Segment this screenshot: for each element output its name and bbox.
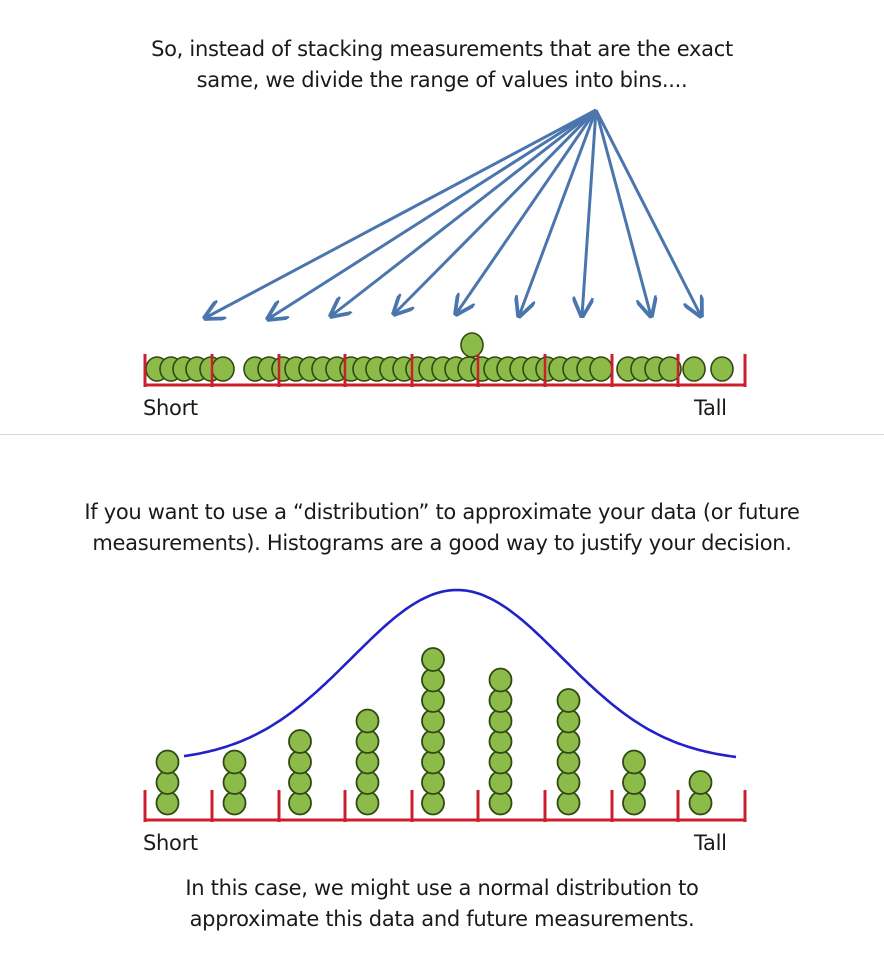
bin-arrow-8 [594, 109, 651, 316]
top-measurement-dot-stacked [460, 332, 484, 358]
top-measurement-dot-39 [710, 356, 734, 382]
bin-arrow-9 [594, 109, 701, 316]
histogram-dot-bin4-5 [355, 708, 380, 734]
histogram-dot-bin6-2 [488, 770, 513, 795]
bottom-footer-line1: In this case, we might use a normal dist… [185, 876, 699, 900]
histogram-dot-bin8-3 [622, 749, 646, 775]
histogram-dot-bin1-1 [155, 790, 180, 816]
bin-arrow-5 [456, 109, 598, 314]
bin-arrow-6 [519, 109, 598, 316]
histogram-dot-bin5-3 [421, 749, 445, 775]
histogram-dot-bin9-2 [688, 770, 713, 795]
histogram-dot-bin3-2 [288, 770, 312, 795]
histogram-dot-bin5-1 [421, 790, 445, 816]
top-caption: So, instead of stacking measurements tha… [0, 34, 884, 96]
histogram-dot-bin7-3 [556, 749, 581, 775]
histogram-dot-bin5-7 [421, 667, 445, 693]
bottom-caption: If you want to use a “distribution” to a… [0, 497, 884, 559]
histogram-dot-bin5-6 [421, 688, 445, 713]
histogram-dot-bin7-4 [556, 729, 581, 754]
histogram-dot-bin3-3 [288, 749, 312, 775]
bottom-footer-caption: In this case, we might use a normal dist… [0, 873, 884, 935]
top-caption-line1: So, instead of stacking measurements tha… [151, 37, 733, 61]
bottom-panel: If you want to use a “distribution” to a… [0, 435, 884, 971]
histogram-dot-bin1-2 [155, 770, 180, 795]
top-measurement-dot-38 [682, 356, 706, 382]
histogram-dot-bin4-2 [355, 770, 380, 795]
histogram-dot-bin6-7 [488, 667, 513, 693]
histogram-dot-bin3-4 [288, 729, 312, 754]
top-panel: So, instead of stacking measurements tha… [0, 0, 884, 434]
histogram-dot-bin2-1 [222, 790, 247, 816]
histogram-dot-bin6-3 [488, 749, 513, 775]
bottom-footer-line2: approximate this data and future measure… [189, 907, 695, 931]
histogram-dot-bin4-4 [355, 729, 380, 754]
histogram-dot-bin1-3 [155, 749, 180, 775]
histogram-dot-bin6-6 [488, 688, 513, 713]
histogram-dot-bin5-8 [421, 647, 445, 672]
histogram [143, 588, 747, 822]
top-axis-tall-label: Tall [694, 396, 727, 420]
top-measurement-dot-37 [658, 356, 682, 382]
histogram-dot-bin7-5 [556, 708, 581, 734]
bottom-caption-line2: measurements). Histograms are a good way… [92, 531, 792, 555]
top-caption-line2: same, we divide the range of values into… [196, 68, 688, 92]
bin-arrow-2 [268, 108, 597, 319]
bin-arrow-3 [331, 108, 597, 316]
panel-divider [0, 434, 884, 435]
histogram-dot-bin6-5 [488, 708, 513, 734]
histogram-dot-bin8-2 [622, 770, 646, 795]
histogram-dot-bin5-5 [421, 708, 445, 734]
histogram-dot-bin5-2 [421, 770, 445, 795]
bottom-axis-short-label: Short [143, 831, 198, 855]
top-measurement-dot-6 [211, 356, 235, 382]
bottom-axis-tall-label: Tall [694, 831, 727, 855]
top-measurement-dot-33 [589, 356, 613, 382]
histogram-dot-bin2-2 [222, 770, 247, 795]
normal-distribution-curve [183, 588, 737, 759]
histogram-dot-bin8-1 [622, 790, 646, 816]
histogram-dot-bin6-4 [488, 729, 513, 754]
histogram-dot-bin4-1 [355, 790, 380, 816]
histogram-dot-bin2-3 [222, 749, 247, 775]
top-axis-short-label: Short [143, 396, 198, 420]
histogram-dot-bin7-1 [556, 790, 581, 816]
bin-arrow-1 [205, 108, 597, 318]
histogram-dot-bin5-4 [421, 729, 445, 754]
histogram-dot-bin4-3 [355, 749, 380, 775]
histogram-dot-bin7-2 [556, 770, 581, 795]
histogram-dot-bin3-1 [288, 790, 312, 816]
bin-arrow-7 [582, 109, 598, 316]
top-number-line [143, 332, 747, 387]
histogram-dot-bin7-6 [556, 688, 581, 713]
histogram-dot-bin6-1 [488, 790, 513, 816]
bin-arrows [0, 108, 884, 434]
histogram-dot-bin9-1 [688, 790, 713, 816]
bin-arrow-4 [394, 108, 598, 314]
bottom-caption-line1: If you want to use a “distribution” to a… [84, 500, 800, 524]
